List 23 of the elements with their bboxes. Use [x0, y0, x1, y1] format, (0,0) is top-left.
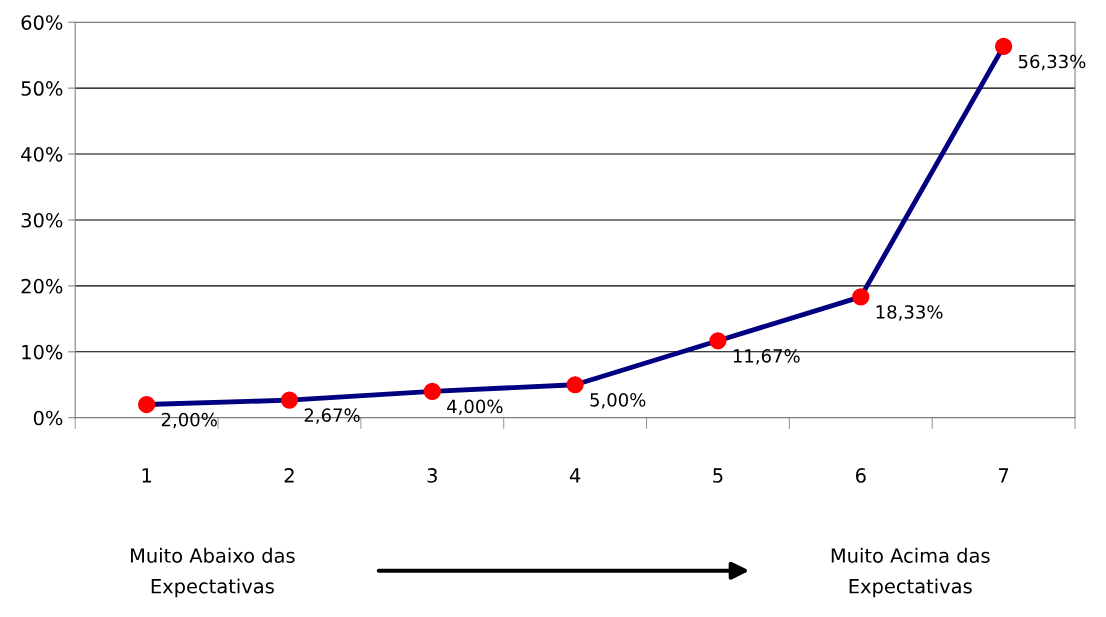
x-tick-label: 7: [999, 468, 1009, 483]
x-tick-label: 5: [713, 468, 723, 483]
x-tick-label: 1: [142, 468, 152, 483]
y-tick-label: 10%: [22, 344, 63, 360]
data-label: 56,33%: [1018, 54, 1086, 71]
x-tick-label: 6: [855, 468, 866, 483]
y-tick-label: 40%: [21, 147, 63, 162]
data-label: 11,67%: [733, 349, 800, 365]
x-tick-label: 3: [427, 468, 437, 483]
x-tick-label: 4: [569, 468, 581, 483]
y-tick-label: 60%: [21, 15, 63, 30]
text: Muito Abaixo das Expectativas: [130, 547, 295, 598]
data-label: 2,00%: [161, 412, 217, 429]
data-label: 18,33%: [876, 305, 943, 321]
data-label: 4,00%: [447, 399, 503, 416]
y-tick-label: 50%: [21, 81, 63, 96]
data-label: 2,67%: [304, 408, 360, 424]
y-tick-label: 30%: [21, 212, 63, 228]
text: Muito Acima das Expectativas: [831, 547, 990, 598]
y-tick-label: 0%: [33, 410, 63, 426]
data-label: 5,00%: [590, 393, 646, 409]
x-tick-label: 2: [284, 468, 294, 483]
y-tick-label: 20%: [21, 278, 63, 294]
